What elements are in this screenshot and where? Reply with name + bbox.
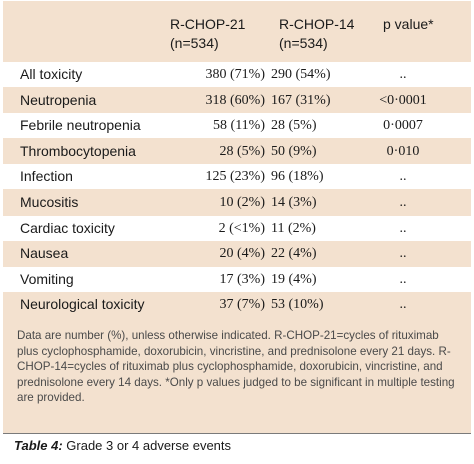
table-row: All toxicity 380 (71%) 290 (54%).. [3, 62, 471, 87]
cell-rchop21: 318 (60%) [205, 92, 266, 108]
cell-p-value: .. [399, 169, 407, 185]
cell-rchop21: 28 (5%) [219, 143, 266, 159]
cell-event: Neurological toxicity [20, 296, 145, 313]
table-row: Nausea 20 (4%) 22 (4%).. [3, 241, 471, 266]
cell-rchop21: 380 (71%) [205, 67, 266, 82]
cell-event: All toxicity [20, 66, 83, 82]
cell-event: Cardiac toxicity [20, 219, 115, 236]
caption-divider [3, 433, 471, 434]
cell-rchop21: 20 (4%) [219, 246, 266, 262]
table-row: Neutropenia 318 (60%) 167 (31%) <0·0001 [3, 88, 471, 113]
cell-rchop14: 290 (54%) [271, 67, 331, 82]
cell-rchop21: 10 (2%) [219, 195, 266, 210]
cell-rchop14: 167 (31%) [271, 92, 331, 108]
cell-p-value: .. [399, 297, 407, 313]
header-p-value: p value* [383, 16, 434, 32]
header-rchop14-line1: R-CHOP-14 [279, 16, 355, 32]
cell-p-value: .. [399, 195, 407, 210]
table-caption: Table 4: Grade 3 or 4 adverse events [14, 437, 231, 455]
cell-rchop21: 125 (23%) [205, 169, 266, 185]
cell-rchop14: 50 (9%) [271, 143, 317, 159]
cell-rchop14: 11 (2%) [271, 220, 316, 236]
header-rchop21-line1: R-CHOP-21 [170, 16, 246, 32]
table-row: Vomiting 17 (3%) 19 (4%).. [3, 266, 471, 292]
cell-rchop14: 28 (5%) [271, 118, 317, 134]
cell-event: Infection [20, 168, 73, 185]
caption-text: Grade 3 or 4 adverse events [62, 438, 232, 453]
cell-rchop14: 96 (18%) [271, 169, 324, 185]
cell-event: Thrombocytopenia [20, 142, 136, 159]
table-row: Cardiac toxicity 2 (<1%) 11 (2%).. [3, 215, 471, 241]
cell-rchop21: 2 (<1%) [218, 220, 265, 236]
cell-rchop21: 17 (3%) [219, 271, 266, 287]
cell-rchop21: 58 (11%) [213, 118, 265, 134]
cell-rchop14: 53 (10%) [271, 297, 324, 313]
cell-event: Febrile neutropenia [20, 117, 141, 134]
table-row: Neurological toxicity 37 (7%) 53 (10%).. [3, 292, 471, 317]
table-panel: R-CHOP-21 (n=534) R-CHOP-14 (n=534) p va… [3, 1, 471, 433]
table-footnote: Data are number (%), unless otherwise in… [17, 329, 455, 404]
cell-p-value: .. [399, 246, 407, 262]
cell-p-value: 0·0007 [383, 118, 423, 134]
caption-label: Table 4: [14, 438, 63, 453]
cell-event: Neutropenia [20, 91, 97, 108]
cell-rchop21: 37 (7%) [219, 297, 266, 313]
header-rchop14-line2: (n=534) [279, 35, 328, 51]
table-row: Infection 125 (23%) 96 (18%).. [3, 164, 471, 190]
cell-p-value: .. [399, 271, 407, 287]
table-row: Febrile neutropenia 58 (11%) 28 (5%) 0·0007 [3, 113, 471, 139]
cell-event: Vomiting [20, 270, 74, 287]
cell-p-value: .. [399, 67, 407, 82]
table-row: Thrombocytopenia 28 (5%) 50 (9%) 0·010 [3, 139, 471, 164]
cell-p-value: 0·010 [386, 143, 420, 159]
cell-event: Nausea [20, 245, 69, 262]
cell-event: Mucositis [20, 194, 79, 210]
header-rchop21-line2: (n=534) [170, 35, 219, 51]
cell-p-value: <0·0001 [379, 92, 427, 108]
cell-p-value: .. [399, 220, 407, 236]
cell-rchop14: 22 (4%) [271, 246, 317, 262]
cell-rchop14: 19 (4%) [271, 271, 317, 287]
table-row: Mucositis 10 (2%) 14 (3%).. [3, 190, 471, 215]
cell-rchop14: 14 (3%) [271, 195, 317, 210]
